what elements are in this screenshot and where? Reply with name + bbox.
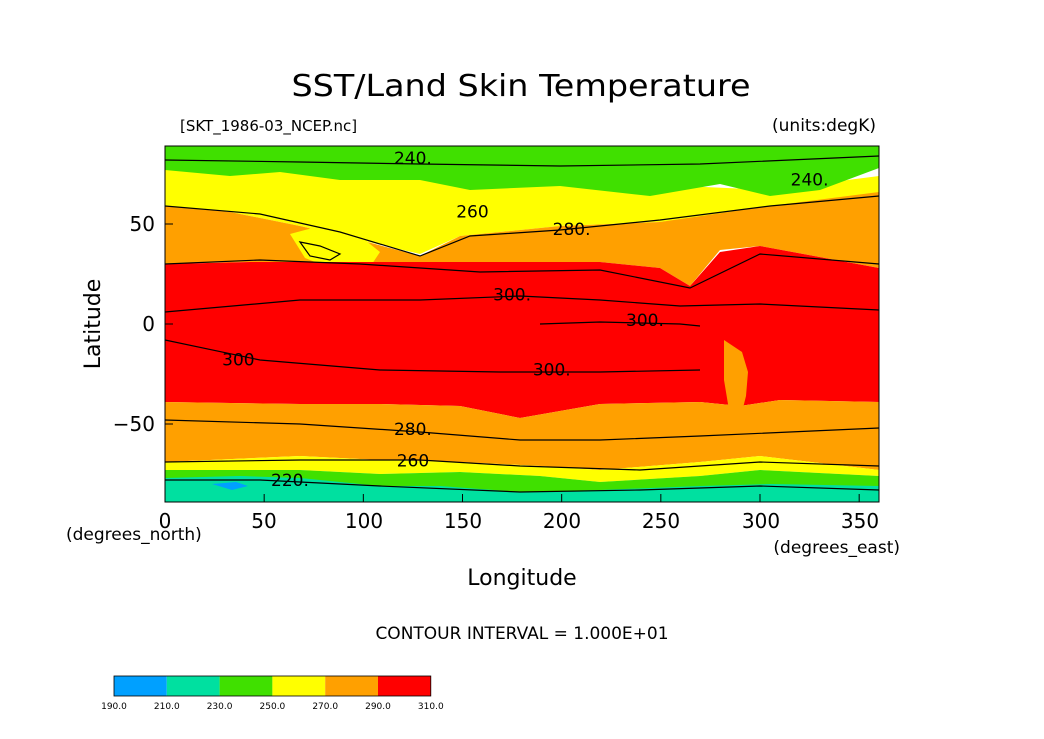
contour-label: 300 [222,351,254,371]
band-red-tropics [165,246,879,418]
contour-interval-text: CONTOUR INTERVAL = 1.000E+01 [375,624,668,644]
units-label: (units:degK) [772,116,876,136]
band-orange-south [165,400,879,470]
colorbar-level-label: 190.0 [101,702,127,712]
x-tick-marks [164,494,860,502]
x-tick-100: 100 [345,509,383,533]
x-tick-350: 350 [841,509,879,533]
x-tick-300: 300 [742,509,780,533]
y-tick-50: 50 [130,212,155,236]
colorbar-level-label: 270.0 [312,702,338,712]
colorbar-swatch [219,676,273,696]
x-tick-250: 250 [642,509,680,533]
colorbar-level-label: 290.0 [365,702,391,712]
y-axis-label: Latitude [81,279,106,370]
contour-label: 260 [456,202,488,222]
x-tick-200: 200 [543,509,581,533]
contour-label: 300. [493,285,531,305]
temperature-map: 240. 240. 260 280. 300. 300. 300. 300 280. 260 220… [164,145,880,503]
contour-lines [165,155,879,493]
contour-label: 300. [626,311,664,331]
y-axis: 50 0 −50 Latitude (degrees_north) [66,212,202,545]
contour-label: 300. [533,360,571,380]
x-tick-150: 150 [444,509,482,533]
x-axis-label: Longitude [467,566,576,591]
colorbar-level-label: 210.0 [154,702,180,712]
colorbar-swatch [325,676,378,696]
colorbar-swatch [114,676,167,696]
antarctic-teal [165,476,879,502]
colorbar-level-label: 310.0 [418,702,444,712]
x-axis: 0 50 100 150 200 250 300 350 (degrees_ea… [159,494,900,591]
arctic-green-lobe [165,146,879,196]
colorbar-outline [113,675,432,697]
plot-title: SST/Land Skin Temperature [292,69,751,104]
band-orange-north [165,192,879,286]
contour-label: 240. [394,149,432,169]
x-tick-0: 0 [159,509,172,533]
colorbar-level-label: 230.0 [207,702,233,712]
y-tick-minus-50: −50 [113,412,155,436]
y-axis-units: (degrees_north) [66,525,202,545]
colorbar-swatch [272,676,326,696]
contour-labels: 240. 240. 260 280. 300. 300. 300. 300 280. 260 220… [222,149,828,491]
contour-label: 220. [271,471,309,491]
colorbar: 190.0 210.0 230.0 250.0 270.0 290.0 310.0 [101,675,444,712]
contour-label: 280. [553,220,591,240]
y-tick-0: 0 [142,312,155,336]
colorbar-level-label: 250.0 [260,702,286,712]
band-yellow-south [165,456,879,482]
contour-label: 280. [394,420,432,440]
contour-label: 260 [397,451,429,471]
antarctic-blue-spot [212,482,248,490]
colorbar-swatch [378,676,431,696]
contour-label: 240. [791,171,829,191]
colorbar-swatch [166,676,220,696]
source-file-label: [SKT_1986-03_NCEP.nc] [180,117,357,136]
x-axis-units: (degrees_east) [773,538,900,558]
x-tick-50: 50 [251,509,276,533]
south-america-tip [724,340,748,436]
